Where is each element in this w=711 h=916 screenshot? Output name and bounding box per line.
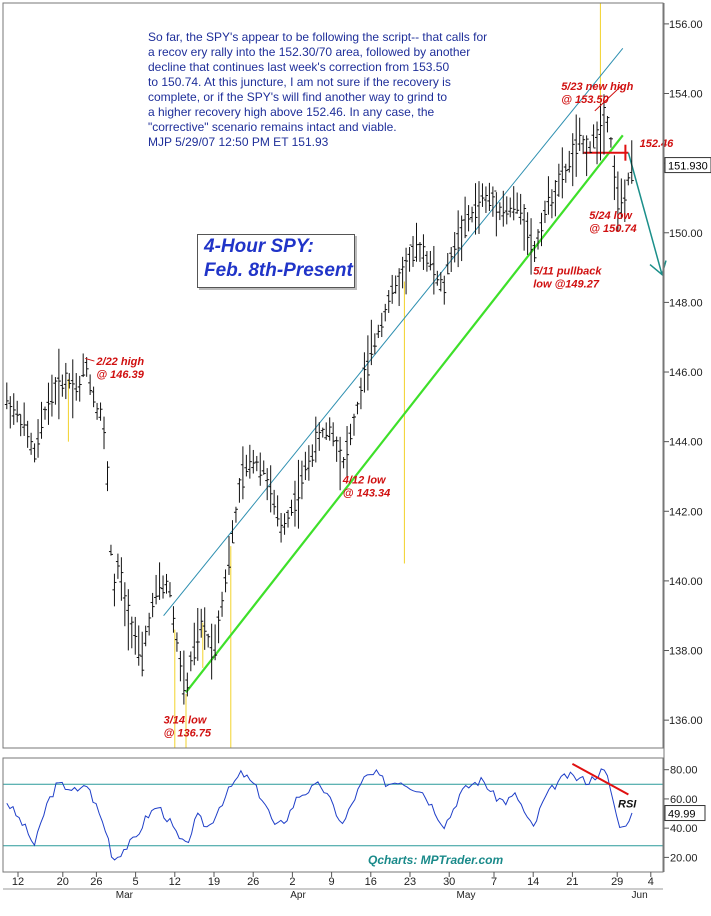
trend-line-layer [163,47,667,693]
projection-arrow-head [649,260,667,276]
date-tick-label: 21 [566,876,578,888]
price-tick-label: 148.00 [669,297,703,309]
month-label: Mar [116,890,134,901]
price-annotation: 3/14 low @ 136.75 [164,715,212,740]
date-tick-label: 26 [247,876,259,888]
price-annotation-line: 2/22 high [95,356,144,368]
price-annotation-line: @ 136.75 [164,728,212,740]
price-annotation: 5/23 new high @ 153.50 [561,81,633,106]
price-annotation: 5/24 low @ 150.74 [589,210,636,235]
annotation-layer: 2/22 high @ 146.39 3/14 low @ 136.75 4/12 lo… [85,81,674,740]
price-tick-label: 140.00 [669,576,703,588]
last-rsi-label: 49.99 [668,809,696,821]
date-tick-label: 16 [365,876,377,888]
rsi-panel-frame [2,757,664,873]
price-tick-label: 154.00 [669,89,703,101]
rsi-line [6,768,633,861]
price-tick-label: 144.00 [669,437,703,449]
price-tick-label: 150.00 [669,228,703,240]
date-tick-label: 7 [491,876,497,888]
price-annotation-line: 4/12 low [342,474,387,486]
price-annotation-line: 152.46 [640,138,675,150]
date-tick-label: 12 [169,876,181,888]
date-tick-label: 4 [648,876,654,888]
date-tick-label: 9 [329,876,335,888]
price-annotation-line: @ 153.50 [561,94,609,106]
rsi-tick-label: 20.00 [670,852,698,864]
commentary-text: So far, the SPY's appear to be following… [148,30,488,149]
chart-title-box: 4-Hour SPY: Feb. 8th-Present [197,234,355,288]
date-tick-label: 5 [133,876,139,888]
price-annotation-line: @ 143.34 [343,487,390,499]
price-annotation: 152.46 [640,138,675,150]
last-price-label: 151.930 [668,161,708,173]
date-tick-label: 14 [527,876,539,888]
rsi-tick-label: 80.00 [670,765,698,777]
annotation-leader [594,85,622,112]
price-annotation-line: 5/24 low [589,210,633,222]
rsi-divergence-line [571,762,629,796]
price-tick-label: 146.00 [669,367,703,379]
trend-line [163,47,624,617]
date-tick-label: 20 [57,876,69,888]
projection-arrow [627,152,663,275]
rsi-tick-label: 60.00 [670,794,698,806]
date-tick-label: 29 [611,876,623,888]
chart-title: 4-Hour SPY: [204,236,314,257]
price-annotation: 2/22 high @ 146.39 [95,356,144,381]
price-panel-frame [2,2,664,749]
date-tick-label: 23 [404,876,416,888]
price-annotation-line: @ 146.39 [96,369,144,381]
chart-subtitle: Feb. 8th-Present [204,260,353,281]
price-tick-label: 156.00 [669,19,703,31]
date-tick-label: 26 [90,876,102,888]
annotation-leader [85,357,95,362]
rsi-tick-label: 40.00 [670,823,698,835]
last-price-box [664,157,711,174]
date-tick-label: 19 [208,876,220,888]
price-annotation-line: 5/23 new high [561,81,633,93]
month-label: May [457,890,476,901]
price-annotation: 5/11 pullback low @149.27 [533,266,602,291]
date-tick-label: 12 [12,876,24,888]
price-annotation: 4/12 low @ 143.34 [342,474,390,499]
price-annotation-line: @ 150.74 [589,223,636,235]
price-tick-label: 142.00 [669,506,703,518]
volume-spike-layer [67,3,601,748]
price-tick-label: 138.00 [669,646,703,658]
month-label: Apr [290,890,306,901]
last-rsi-box [664,805,706,822]
date-tick-label: 30 [443,876,455,888]
price-annotation-line: low @149.27 [533,279,600,291]
month-label: Jun [632,890,648,901]
price-annotation-line: 3/14 low [164,715,208,727]
price-bars-layer [4,94,634,705]
trend-line [185,134,624,693]
date-tick-label: 2 [289,876,295,888]
rsi-layer: RSI [3,762,663,861]
price-tick-label: 136.00 [669,715,703,727]
data-source-credit: Qcharts: MPTrader.com [368,853,504,867]
axes-layer: 136.00 138.00 140.00 142.00 144.00 146.00 148.… [2,2,711,901]
price-annotation-line: 5/11 pullback [533,266,602,278]
rsi-series-label: RSI [618,799,637,811]
